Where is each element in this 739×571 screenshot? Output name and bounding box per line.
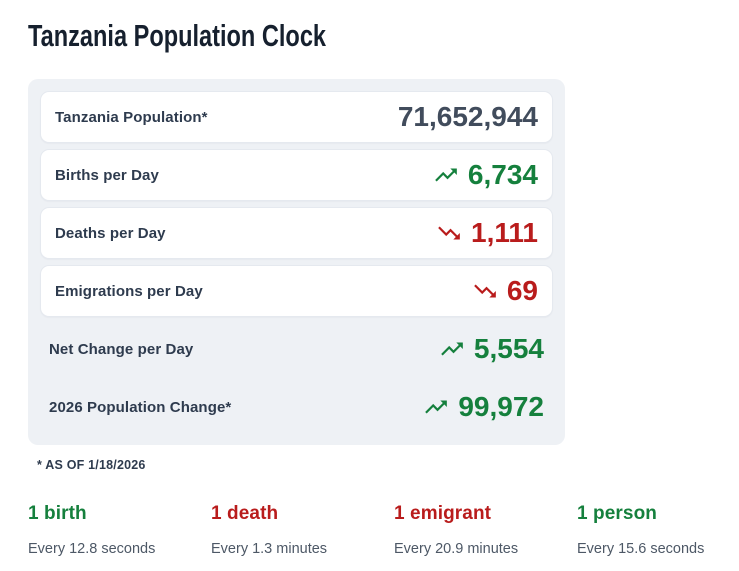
trending-up-icon bbox=[439, 336, 465, 362]
clock-row-population: Tanzania Population* 71,652,944 bbox=[40, 91, 553, 143]
stat-heading: 1 person bbox=[577, 503, 657, 524]
row-value: 69 bbox=[472, 275, 538, 307]
clock-row-births: Births per Day 6,734 bbox=[40, 149, 553, 201]
trending-down-icon bbox=[472, 278, 498, 304]
stat-person: 1 person Every 15.6 seconds bbox=[577, 503, 739, 557]
row-label: Tanzania Population* bbox=[55, 108, 208, 126]
row-label: Emigrations per Day bbox=[55, 282, 203, 300]
trending-up-icon bbox=[423, 394, 449, 420]
page-title: Tanzania Population Clock bbox=[28, 18, 327, 53]
population-clock-card: Tanzania Population* 71,652,944 Births p… bbox=[28, 79, 565, 445]
population-clock-page: Tanzania Population Clock Tanzania Popul… bbox=[28, 18, 711, 557]
trending-down-icon bbox=[436, 220, 462, 246]
2026-change-value: 99,972 bbox=[458, 391, 544, 422]
stat-interval: Every 12.8 seconds bbox=[28, 541, 156, 557]
row-label: Net Change per Day bbox=[49, 340, 194, 358]
population-value: 71,652,944 bbox=[397, 101, 538, 132]
births-value: 6,734 bbox=[467, 159, 538, 190]
row-value: 71,652,944 bbox=[398, 101, 538, 133]
net-change-value: 5,554 bbox=[473, 333, 544, 364]
clock-row-deaths: Deaths per Day 1,111 bbox=[40, 207, 553, 259]
row-value: 99,972 bbox=[423, 391, 544, 423]
row-label: Births per Day bbox=[55, 166, 159, 184]
stat-emigrant: 1 emigrant Every 20.9 minutes bbox=[394, 503, 577, 557]
row-value: 6,734 bbox=[433, 159, 538, 191]
stat-heading: 1 emigrant bbox=[394, 503, 492, 524]
stat-interval: Every 20.9 minutes bbox=[394, 541, 519, 557]
row-value: 5,554 bbox=[439, 333, 544, 365]
stat-heading: 1 birth bbox=[28, 503, 87, 524]
row-label: 2026 Population Change* bbox=[49, 398, 232, 416]
stat-interval: Every 15.6 seconds bbox=[577, 541, 705, 557]
stat-death: 1 death Every 1.3 minutes bbox=[211, 503, 394, 557]
row-label: Deaths per Day bbox=[55, 224, 166, 242]
clock-row-net-change: Net Change per Day 5,554 bbox=[40, 323, 553, 375]
footnote: * AS OF 1/18/2026 bbox=[37, 458, 146, 472]
stats-row: 1 birth Every 12.8 seconds 1 death Every… bbox=[28, 503, 711, 557]
deaths-value: 1,111 bbox=[471, 217, 538, 248]
stat-interval: Every 1.3 minutes bbox=[211, 541, 328, 557]
stat-birth: 1 birth Every 12.8 seconds bbox=[28, 503, 211, 557]
row-value: 1,111 bbox=[436, 217, 538, 249]
trending-up-icon bbox=[433, 162, 459, 188]
stat-heading: 1 death bbox=[211, 503, 279, 524]
emigrations-value: 69 bbox=[506, 275, 538, 306]
clock-row-emigrations: Emigrations per Day 69 bbox=[40, 265, 553, 317]
clock-row-2026-change: 2026 Population Change* 99,972 bbox=[40, 381, 553, 433]
